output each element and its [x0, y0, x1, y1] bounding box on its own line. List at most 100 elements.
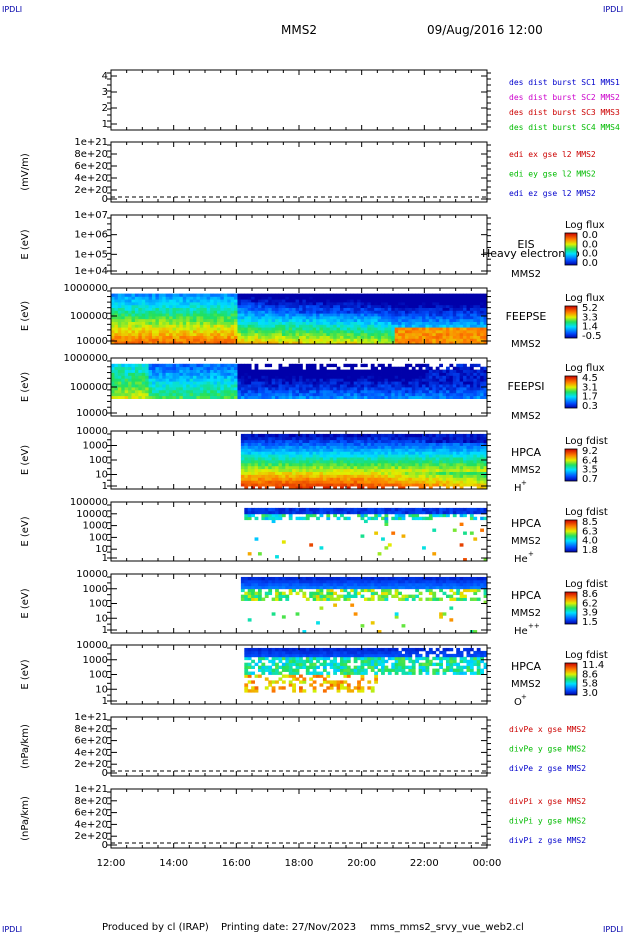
- spectrogram-cell: [322, 387, 327, 391]
- spectrogram-cell: [445, 480, 450, 484]
- spectrogram-cell: [357, 327, 361, 331]
- spectrogram-cell: [138, 378, 143, 382]
- spectrogram-cell: [189, 321, 194, 325]
- spectrogram-cell: [432, 293, 437, 297]
- spectrogram-cell: [425, 296, 430, 300]
- spectrogram-cell: [346, 436, 351, 441]
- spectrogram-cell: [401, 296, 406, 300]
- spectrogram-cell: [244, 451, 249, 455]
- spectrogram-cell: [398, 369, 402, 373]
- spectrogram-cell: [285, 366, 290, 370]
- spectrogram-cell: [336, 465, 341, 470]
- spectrogram-cell: [247, 381, 252, 385]
- spectrogram-cell: [193, 327, 197, 331]
- spectrogram-cell: [278, 483, 283, 487]
- spectrogram-cell: [295, 341, 300, 345]
- spectrogram-cell: [353, 304, 358, 308]
- spectrogram-cell: [357, 381, 361, 385]
- spectrogram-cell: [459, 381, 464, 385]
- spectrogram-cell: [336, 480, 341, 484]
- spectrogram-cell: [398, 468, 402, 472]
- spectrogram-cell: [435, 439, 440, 443]
- spectrogram-cell: [387, 471, 392, 475]
- legend-entry: des dist burst SC2 MMS2: [509, 93, 620, 102]
- spectrogram-cell: [322, 372, 327, 376]
- spectrogram-cell: [292, 302, 296, 306]
- spectrogram-cell: [268, 381, 273, 385]
- spectrogram-cell: [367, 307, 372, 311]
- spectrogram-cell: [384, 369, 389, 373]
- spectrogram-cell: [196, 384, 201, 388]
- spectrogram-cell: [401, 310, 406, 314]
- spectrogram-cell: [340, 307, 344, 311]
- spectrogram-cell: [199, 375, 204, 379]
- spectrogram-cell: [278, 324, 283, 328]
- spectrogram-cell: [305, 366, 310, 370]
- spectrogram-cell: [333, 299, 337, 303]
- spectrogram-cell: [213, 341, 218, 345]
- spectrogram-cell: [117, 395, 122, 399]
- spectrogram-cell: [319, 363, 324, 368]
- spectrogram-cell: [480, 384, 484, 388]
- spectrogram-cell: [206, 363, 211, 368]
- spectrogram-cell: [322, 313, 327, 317]
- spectrogram-cell: [305, 451, 310, 455]
- spectrogram-cell: [251, 318, 255, 322]
- spectrogram-cell: [131, 324, 136, 328]
- spectrogram-cell: [469, 392, 474, 397]
- spectrogram-cell: [295, 338, 300, 342]
- spectrogram-cell: [350, 474, 355, 478]
- spectrogram-cell: [432, 307, 437, 311]
- spectrogram-cell: [435, 293, 440, 297]
- spectrogram-cell: [251, 387, 255, 391]
- spectrogram-cell: [391, 307, 396, 311]
- spectrogram-cell: [333, 363, 337, 368]
- spectrogram-cell: [357, 332, 361, 336]
- spectrogram-cell: [428, 341, 433, 345]
- spectrogram-cell: [326, 338, 331, 342]
- spectrogram-cell: [278, 366, 283, 370]
- spectrogram-cell: [213, 335, 218, 339]
- spectrogram-cell: [193, 332, 197, 336]
- spectrogram-cell: [257, 372, 262, 376]
- spectrogram-cell: [469, 310, 474, 314]
- spectrogram-cell: [131, 335, 136, 339]
- spectrogram-cell: [244, 457, 249, 461]
- spectrogram-cell: [360, 327, 365, 331]
- spectrogram-cell: [264, 474, 269, 478]
- spectrogram-cell: [346, 460, 351, 464]
- spectrogram-cell: [391, 436, 396, 441]
- spectrogram-cell: [333, 462, 337, 467]
- spectrogram-cell: [394, 304, 399, 308]
- spectrogram-cell: [435, 454, 440, 458]
- spectrogram-cell: [281, 338, 286, 342]
- spectrogram-cell: [473, 436, 478, 441]
- spectrogram-cell: [172, 378, 177, 382]
- spectrogram-cell: [165, 387, 170, 391]
- spectrogram-cell: [483, 341, 488, 345]
- spectrogram-cell: [459, 483, 464, 487]
- spectrogram-cell: [445, 318, 450, 322]
- spectrogram-cell: [374, 451, 379, 455]
- spectrogram-cell: [439, 327, 443, 331]
- spectrogram-cell: [408, 318, 413, 322]
- spectrogram-cell: [381, 310, 385, 314]
- spectrogram-cell: [370, 327, 375, 331]
- spectrogram-cell: [316, 454, 320, 458]
- spectrogram-cell: [452, 433, 457, 438]
- y-tick-label: 1e+06: [74, 230, 108, 241]
- spectrogram-cell: [114, 366, 119, 370]
- spectrogram-cell: [257, 316, 262, 320]
- spectrogram-cell: [278, 332, 283, 336]
- spectrogram-cell: [210, 293, 214, 297]
- spectrogram-cell: [117, 381, 122, 385]
- spectrogram-cell: [329, 324, 334, 328]
- spectrogram-cell: [449, 480, 454, 484]
- spectrogram-cell: [469, 324, 474, 328]
- spectrogram-cell: [299, 395, 303, 399]
- spectrogram-cell: [152, 296, 156, 300]
- spectrogram-cell: [466, 480, 471, 484]
- spectrogram-cell: [302, 313, 307, 317]
- spectrogram-cell: [387, 310, 392, 314]
- spectrogram-cell: [329, 321, 334, 325]
